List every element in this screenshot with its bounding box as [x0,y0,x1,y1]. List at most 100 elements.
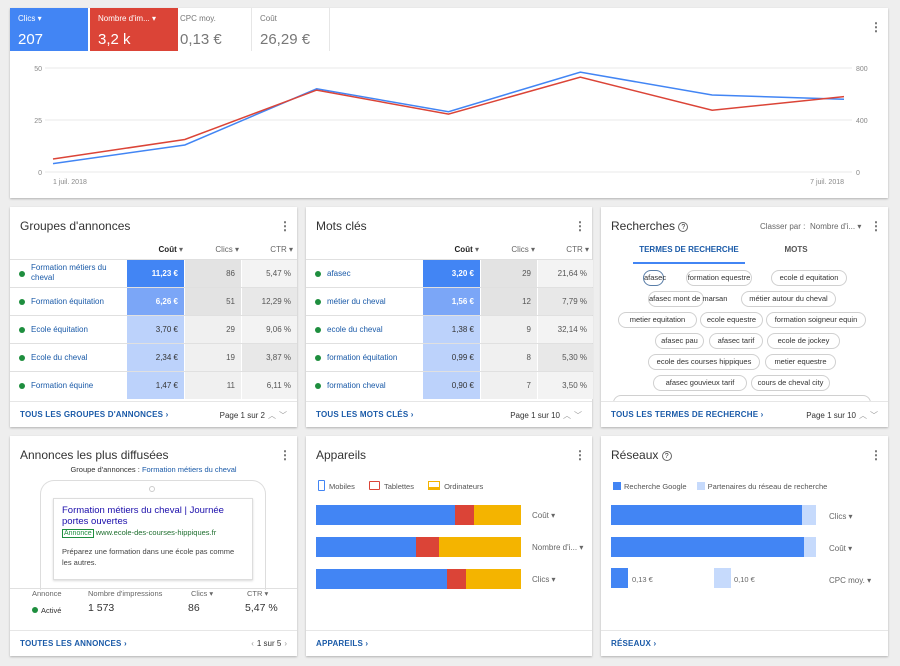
search-term-chip[interactable]: afasec pau [655,333,704,349]
ad-group-link[interactable]: Formation métiers du cheval [141,465,237,474]
search-term-chip[interactable]: afasec [643,270,666,286]
all-ad-groups-link[interactable]: TOUS LES GROUPES D'ANNONCES › [20,410,169,419]
row-name-link[interactable]: formation équitation [327,353,398,362]
search-term-chip[interactable]: afasec gouvieux tarif [653,375,747,391]
help-icon[interactable]: ? [661,451,672,461]
device-bar[interactable] [316,537,521,557]
ctr-cell: 21,64 % [538,260,593,287]
networks-link[interactable]: RÉSEAUX › [611,639,657,648]
chevron-down-icon[interactable]: ﹀ [574,411,582,420]
device-metric-select[interactable]: Clics ▾ [532,575,556,584]
sort-by-select[interactable]: Nombre d'i... ▾ [810,222,862,231]
cost-cell: 11,23 € [127,260,184,287]
ctr-cell: 9,06 % [242,316,297,343]
col-header-cost[interactable]: Coût ▾ [454,245,479,254]
chevron-left-icon[interactable]: ‹ [251,639,254,648]
all-ads-link[interactable]: TOUTES LES ANNONCES › [20,639,127,648]
device-bar[interactable] [316,505,521,525]
table-row[interactable]: ecole du cheval 1,38 €9 32,14 % [306,315,593,343]
devices-card: Appareils ⋮ Mobiles Tablettes Ordinateur… [306,436,592,656]
devices-link[interactable]: APPAREILS › [316,639,369,648]
row-name-link[interactable]: Formation métiers du cheval [31,263,107,282]
table-row[interactable]: Formation équitation 6,26 €51 12,29 % [10,287,297,315]
table-row[interactable]: Ecole équitation 3,70 €29 9,06 % [10,315,297,343]
col-header-cost[interactable]: Coût ▾ [158,245,183,254]
network-bar[interactable] [611,537,816,557]
row-name-link[interactable]: formation cheval [327,381,386,390]
tab-search-terms[interactable]: TERMES DE RECHERCHE [633,245,745,264]
device-bar[interactable] [316,569,521,589]
table-row[interactable]: formation équitation 0,99 €8 5,30 % [306,343,593,371]
row-name-link[interactable]: ecole du cheval [327,325,383,334]
card-footer: TOUS LES MOTS CLÉS › Page 1 sur 10 ︿ ﹀ [306,401,592,427]
chevron-up-icon[interactable]: ︿ [563,411,571,420]
more-vert-icon[interactable]: ⋮ [574,219,586,233]
row-name-link[interactable]: métier du cheval [327,297,386,306]
search-term-chip[interactable]: afasec tarif [709,333,763,349]
col-header-clicks[interactable]: Clics ▾ [215,245,239,254]
chevron-down-icon[interactable]: ﹀ [279,411,287,420]
network-metric-select[interactable]: Clics ▾ [829,512,853,521]
row-name-link[interactable]: afasec [327,269,351,278]
table-row[interactable]: Ecole du cheval 2,34 €19 3,87 % [10,343,297,371]
cost-cell: 2,34 € [127,344,184,371]
row-name-link[interactable]: Ecole du cheval [31,353,88,362]
chevron-down-icon[interactable]: ﹀ [870,411,878,420]
search-term-chip[interactable]: formation soigneur equin [766,312,866,328]
row-name-link[interactable]: Formation équitation [31,297,104,306]
more-vert-icon[interactable]: ⋮ [279,219,291,233]
search-term-chip[interactable]: metier equestre [765,354,836,370]
cpc-metric-select[interactable]: CPC moy. ▾ [829,576,872,585]
col-header-clicks[interactable]: Clics ▾ [191,589,214,598]
all-search-terms-link[interactable]: TOUS LES TERMES DE RECHERCHE › [611,410,764,419]
search-term-chip[interactable]: ecole equestre [700,312,763,328]
search-term-chip[interactable]: métier autour du cheval [741,291,836,307]
col-header-ctr[interactable]: CTR ▾ [270,245,293,254]
col-header-ctr[interactable]: CTR ▾ [247,589,269,598]
more-vert-icon[interactable]: ⋮ [279,448,291,462]
metric-tile-cpc[interactable]: CPC moy. 0,13 € [172,8,252,51]
tab-words[interactable]: MOTS [784,245,808,254]
more-vert-icon[interactable]: ⋮ [870,20,882,34]
metric-tile-clicks[interactable]: Clics ▾ 207 [10,8,88,51]
search-term-chip[interactable]: metier equitation [618,312,697,328]
col-header-ctr[interactable]: CTR ▾ [566,245,589,254]
row-name-link[interactable]: Ecole équitation [31,325,88,334]
clicks-cell: 29 [185,316,241,343]
status-dot-icon [19,327,25,333]
table-row[interactable]: formation cheval 0,90 €7 3,50 % [306,371,593,399]
more-vert-icon[interactable]: ⋮ [870,219,882,233]
search-term-chip[interactable]: ecole de jockey [767,333,840,349]
search-term-chip[interactable]: ecole d equitation [771,270,847,286]
search-term-chip[interactable]: afasec mont de marsan [648,291,727,307]
table-row[interactable]: Formation équine 1,47 €11 6,11 % [10,371,297,399]
network-metric-select[interactable]: Coût ▾ [829,544,853,553]
search-term-chip[interactable]: formation equestre [686,270,752,286]
help-icon[interactable]: ? [678,222,689,232]
ad-ctr-value: 5,47 % [245,602,278,614]
table-row[interactable]: métier du cheval 1,56 €12 7,79 % [306,287,593,315]
card-footer: TOUTES LES ANNONCES › ‹ 1 sur 5 › [10,630,297,656]
table-row[interactable]: afasec 3,20 €29 21,64 % [306,259,593,287]
ad-clicks-value: 86 [188,602,200,614]
network-bar[interactable] [611,505,816,525]
chevron-right-icon[interactable]: › [284,639,287,648]
y-right-tick: 800 [856,66,868,73]
search-term-chip[interactable]: cours de cheval city [751,375,830,391]
device-metric-select[interactable]: Nombre d'i... ▾ [532,543,584,552]
col-header-clicks[interactable]: Clics ▾ [511,245,535,254]
more-vert-icon[interactable]: ⋮ [574,448,586,462]
metric-tile-cost[interactable]: Coût 26,29 € [252,8,330,51]
ad-preview[interactable]: Formation métiers du cheval | Journée po… [53,498,253,580]
chevron-up-icon[interactable]: ︿ [859,411,867,420]
metric-tile-impressions[interactable]: Nombre d'im... ▾ 3,2 k [90,8,178,51]
chevron-up-icon[interactable]: ︿ [268,411,276,420]
table-row[interactable]: Formation métiers du cheval 11,23 €86 5,47… [10,259,297,287]
all-keywords-link[interactable]: TOUS LES MOTS CLÉS › [316,410,414,419]
search-term-chip[interactable]: ecole des courses hippiques [648,354,760,370]
row-name-link[interactable]: Formation équine [31,381,94,390]
clicks-cell: 12 [481,288,537,315]
more-vert-icon[interactable]: ⋮ [870,448,882,462]
device-metric-select[interactable]: Coût ▾ [532,511,556,520]
clicks-cell: 11 [185,372,241,399]
